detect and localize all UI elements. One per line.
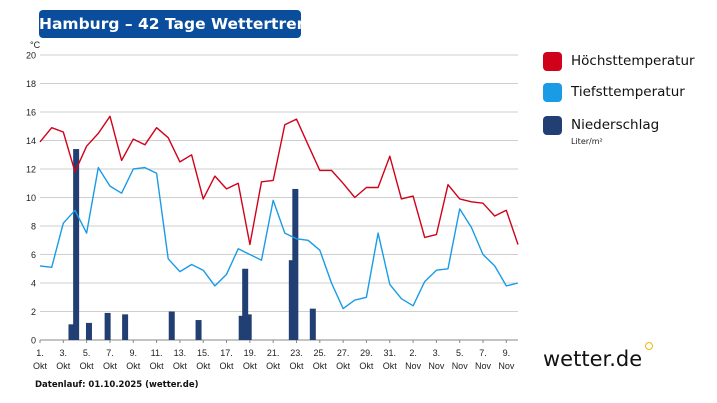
max-temperature-line	[39, 115, 519, 246]
y-tick-16: 16	[26, 108, 36, 118]
y-tick-4: 4	[31, 279, 36, 289]
precipitation-unit: Liter/m²	[571, 137, 603, 146]
x-tick-month-12: Okt	[313, 361, 328, 371]
x-tick-day-18: 5.	[456, 348, 464, 358]
x-tick-month-8: Okt	[220, 361, 235, 371]
x-tick-day-16: 2.	[409, 348, 417, 358]
x-tick-month-17: Nov	[428, 361, 445, 371]
y-tick-8: 8	[31, 222, 36, 232]
x-tick-month-18: Nov	[452, 361, 469, 371]
precip-bar-11	[292, 188, 299, 340]
x-tick-month-11: Okt	[289, 361, 304, 371]
x-tick-day-19: 7.	[479, 348, 487, 358]
x-tick-month-7: Okt	[196, 361, 211, 371]
temperature-lines	[39, 115, 519, 310]
logo-dot-icon	[645, 342, 653, 350]
x-tick-day-9: 19.	[244, 348, 257, 358]
legend-swatch-min	[543, 83, 562, 102]
x-tick-month-20: Nov	[498, 361, 515, 371]
x-tick-month-0: Okt	[33, 361, 48, 371]
precip-bar-2	[85, 322, 92, 340]
precip-bar-4	[122, 314, 129, 340]
x-tick-month-10: Okt	[266, 361, 281, 371]
precipitation-bars	[68, 149, 316, 340]
x-tick-day-13: 27.	[337, 348, 350, 358]
y-tick-2: 2	[31, 307, 36, 317]
x-tick-day-3: 7.	[106, 348, 114, 358]
x-tick-day-17: 3.	[433, 348, 441, 358]
min-temperature-line	[39, 166, 519, 310]
x-tick-month-3: Okt	[103, 361, 118, 371]
precip-bar-6	[195, 320, 202, 340]
y-tick-20: 20	[26, 51, 36, 61]
y-tick-12: 12	[26, 165, 36, 175]
y-tick-18: 18	[26, 79, 36, 89]
y-tick-0: 0	[31, 336, 36, 346]
legend-label-min: Tiefsttemperatur	[571, 84, 685, 100]
x-tick-month-6: Okt	[173, 361, 188, 371]
x-tick-day-15: 31.	[383, 348, 396, 358]
x-tick-month-14: Okt	[359, 361, 374, 371]
x-tick-day-1: 3.	[60, 348, 68, 358]
y-axis-unit-label: °C	[30, 40, 41, 50]
x-tick-month-13: Okt	[336, 361, 351, 371]
x-tick-day-20: 9.	[503, 348, 511, 358]
x-tick-day-10: 21.	[267, 348, 280, 358]
data-run-note: Datenlauf: 01.10.2025 (wetter.de)	[35, 380, 199, 390]
x-tick-month-16: Nov	[405, 361, 422, 371]
y-tick-6: 6	[31, 250, 36, 260]
x-tick-day-5: 11.	[151, 348, 163, 358]
x-tick-month-19: Nov	[475, 361, 492, 371]
x-tick-day-12: 25.	[314, 348, 327, 358]
precip-bar-7	[238, 315, 245, 340]
legend-label-max: Höchsttemperatur	[571, 53, 695, 69]
brand-logo[interactable]: wetter.de	[543, 347, 643, 371]
x-tick-day-8: 17.	[220, 348, 233, 358]
legend-label-precip: Niederschlag	[571, 117, 660, 133]
x-tick-month-5: Okt	[150, 361, 165, 371]
y-tick-14: 14	[26, 136, 36, 146]
precip-bar-3	[104, 312, 111, 340]
x-tick-day-11: 23.	[290, 348, 303, 358]
precip-bar-10	[288, 260, 295, 340]
x-tick-month-9: Okt	[243, 361, 258, 371]
x-tick-month-15: Okt	[383, 361, 398, 371]
x-tick-day-0: 1.	[36, 348, 44, 358]
precip-bar-0	[68, 324, 75, 340]
x-tick-labels: 1. Okt 3. Okt 5. Okt 7. Okt 9. Okt 11. Okt 13. Okt 15.…	[33, 340, 515, 371]
x-tick-month-2: Okt	[80, 361, 95, 371]
precip-bar-5	[168, 311, 175, 340]
x-tick-day-4: 9.	[130, 348, 138, 358]
y-tick-10: 10	[26, 193, 36, 203]
x-tick-day-6: 13.	[174, 348, 187, 358]
precip-bar-1	[73, 149, 80, 340]
y-tick-labels: 0 2 4 6 8 10 12 14 16 18 20	[26, 51, 36, 346]
x-tick-day-14: 29.	[360, 348, 373, 358]
precip-bar-8	[242, 268, 249, 340]
legend-swatch-precip	[543, 116, 562, 135]
x-tick-month-1: Okt	[56, 361, 71, 371]
x-tick-day-2: 5.	[83, 348, 91, 358]
precip-bar-12	[309, 308, 316, 340]
precip-bar-9	[245, 314, 252, 340]
x-tick-day-7: 15.	[197, 348, 210, 358]
chart-title: Hamburg – 42 Tage Wettertrend	[39, 10, 319, 38]
legend-swatch-max	[543, 52, 562, 71]
x-tick-month-4: Okt	[126, 361, 141, 371]
grid	[40, 54, 518, 341]
